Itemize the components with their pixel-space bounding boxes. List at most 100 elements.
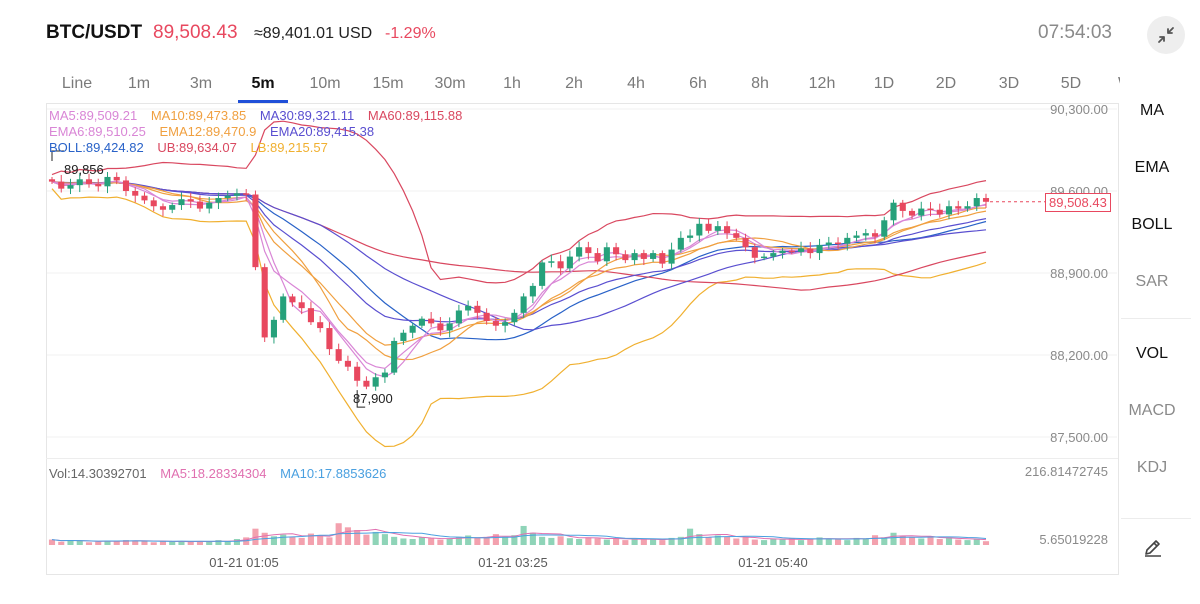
candle-body [890,202,897,221]
usd-equivalent: ≈89,401.01 USD [254,25,373,42]
volume-bar [659,540,666,545]
ma60-line [51,181,987,291]
volume-bar [122,540,130,545]
candle-body [520,296,527,313]
candle-body [243,193,250,195]
volume-bar [224,541,231,545]
candle-body [936,209,943,215]
volume-bar [307,533,314,545]
volume-bar [825,538,832,545]
ma-legend: MA5:89,509.21 MA10:89,473.85 MA30:89,321… [49,108,472,123]
volume-bar [437,539,444,545]
tab-timeframe-1m[interactable]: 1m [127,75,151,92]
indicator-sar[interactable]: SAR [1135,273,1169,290]
candle-body [566,256,573,269]
tab-timeframe-8h[interactable]: 8h [751,75,769,92]
candle-body [418,318,425,326]
volume-bar [668,537,675,545]
volume-bar [788,538,795,545]
volume-bar [446,539,453,545]
x-tick: 01-21 03:25 [478,555,548,570]
candle-body [687,235,694,238]
candle-body [871,233,879,237]
candle-body [779,250,786,254]
collapse-button[interactable] [1147,16,1185,54]
candle-body [446,323,453,331]
tab-timeframe-4h[interactable]: 4h [627,75,645,92]
indicator-ma[interactable]: MA [1140,102,1164,119]
candle-body [668,249,675,264]
tab-timeframe-1d[interactable]: 1D [873,75,895,92]
candle-body [372,377,379,387]
candle-body [742,237,749,248]
tab-timeframe-30m[interactable]: 30m [434,75,466,92]
ema6-line [51,180,987,370]
candle-body [215,198,222,203]
tab-timeframe-1h[interactable]: 1h [503,75,521,92]
tab-timeframe-w[interactable]: W [1118,75,1120,93]
candle-body [95,183,102,187]
tab-timeframe-2d[interactable]: 2D [935,75,957,92]
tab-timeframe-3d[interactable]: 3D [998,75,1020,92]
volume-bar [400,538,407,545]
candle-body [335,349,342,361]
candle-body [807,248,814,254]
tab-timeframe-3m[interactable]: 3m [189,75,213,92]
volume-bar [677,536,684,545]
volume-bar [289,536,296,545]
candle-body [428,318,435,324]
volume-bar [474,537,481,545]
volume-bar [650,539,657,545]
tab-timeframe-12h[interactable]: 12h [808,75,836,92]
indicator-vol[interactable]: VOL [1135,345,1169,362]
volume-bar [409,539,416,545]
indicator-macd[interactable]: MACD [1128,402,1176,419]
tab-timeframe-2h[interactable]: 2h [565,75,583,92]
candle-body [159,206,167,210]
tab-timeframe-15m[interactable]: 15m [372,75,404,92]
candle-body [539,262,546,286]
high-marker [51,150,64,162]
volume-bar [187,542,194,545]
volume-bar [196,541,204,545]
candle-body [270,319,277,338]
volume-bar [881,537,888,545]
volume-bar [936,539,943,545]
candle-body [474,305,481,313]
volume-bar [834,539,842,545]
indicator-boll[interactable]: BOLL [1131,216,1173,233]
tab-timeframe-6h[interactable]: 6h [689,75,707,92]
ma10-line [51,181,987,361]
volume-bar [908,537,916,545]
indicator-kdj[interactable]: KDJ [1136,459,1168,476]
volume-bar [779,539,786,545]
candle-body [289,296,296,303]
candle-body [659,253,666,264]
high-marker-label: 89,856 [64,162,104,177]
volume-bar [576,539,583,545]
candle-body [529,285,536,297]
volume-bar [761,540,768,545]
tab-timeframe-10m[interactable]: 10m [309,75,341,92]
ma5-label: MA5:89,509.21 [49,108,138,123]
tab-timeframe-5m[interactable]: 5m [251,75,275,92]
tab-timeframe-5d[interactable]: 5D [1060,75,1082,92]
indicator-ema[interactable]: EMA [1134,159,1170,176]
candle-body [465,305,472,311]
low-marker-label: 87,900 [353,391,393,406]
candle-body [307,308,314,323]
volume-bar [742,537,749,545]
boll-legend: BOLL:89,424.82 UB:89,634.07 LB:89,215.57 [49,140,338,155]
volume-bar [372,531,379,545]
candle-body [113,176,120,181]
lb-label: LB:89,215.57 [250,140,328,155]
volume-bar [502,536,509,545]
y-tick: 90,300.00 [1050,102,1108,117]
volume-bar [418,537,425,545]
candle-body [317,322,324,329]
pair-title[interactable]: BTC/USDT [46,22,143,43]
draw-tool-button[interactable] [1141,535,1165,559]
tab-timeframe-line[interactable]: Line [61,75,93,92]
volume-bar [233,539,241,545]
